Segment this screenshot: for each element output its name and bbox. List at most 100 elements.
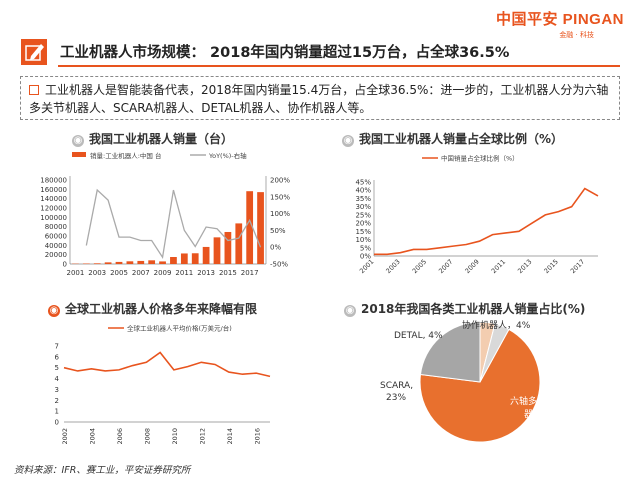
global-share-chart: 中国销量占全球比例（%） 0%5%10%15%20%25%30%35%40%45%… [355, 154, 599, 275]
bar-2016 [235, 223, 243, 264]
y-tick-label: 20000 [45, 251, 67, 259]
y-tick-label: 7 [55, 343, 59, 351]
y-tick-label: 140000 [40, 195, 67, 203]
bar-2005 [115, 261, 123, 264]
x-tick-label: 2010 [171, 428, 179, 445]
y-tick-label: 4 [55, 375, 60, 383]
x-tick-label: 2015 [543, 258, 560, 275]
x-tick-label: 2009 [154, 269, 172, 277]
y2-tick-label: 100% [270, 210, 290, 218]
y-tick-label: 40% [355, 187, 371, 195]
bar-2003 [93, 263, 101, 264]
y2-tick-label: 0% [270, 244, 281, 252]
x-tick-label: 2007 [437, 258, 454, 275]
y-tick-label: 3 [55, 386, 59, 394]
bar-2006 [126, 261, 134, 264]
y-tick-label: 35% [355, 195, 371, 203]
category-pie-chart: 六轴多关节机器人、69% SCARA, 23% DETAL, 4% 协作机器人，4% [380, 319, 571, 443]
bullet-icon: ◉ [344, 305, 356, 317]
summary-text: 工业机器人是智能装备代表，2018年国内销量15.4万台，占全球36.5%：进一… [29, 83, 609, 115]
x-tick-label: 2001 [67, 269, 85, 277]
x-tick-label: 2007 [132, 269, 150, 277]
x-tick-label: 2008 [143, 428, 151, 445]
x-tick-label: 2003 [88, 269, 106, 277]
pingan-logo: 中国平安 PINGAN 金融 · 科技 [496, 8, 624, 40]
section-title-global-share: ◉ 我国工业机器人销量占全球比例（%） [342, 132, 564, 147]
bar-2017 [246, 191, 254, 264]
y2-tick-label: 50% [270, 227, 286, 235]
logo-text: 中国平安 PINGAN [495, 11, 624, 28]
y-tick-label: 45% [355, 179, 371, 187]
y-tick-label: 2 [55, 397, 59, 405]
y-tick-label: 60000 [45, 233, 67, 241]
x-tick-label: 2005 [411, 258, 428, 275]
x-tick-label: 2006 [116, 428, 124, 445]
x-tick-label: 2016 [253, 428, 261, 445]
section-title-domestic-sales: ◉ 我国工业机器人销量（台） [72, 132, 234, 147]
yoy-line [85, 188, 262, 260]
y2-tick-label: 200% [270, 177, 290, 185]
bar-2015 [224, 231, 232, 264]
bar-2010 [170, 257, 177, 264]
pie-slice-1 [419, 321, 481, 383]
legend-label-share: 中国销量占全球比例（%） [441, 154, 519, 163]
bar-2004 [104, 262, 112, 264]
y-tick-label: 0 [63, 261, 67, 269]
bar-2009 [159, 261, 166, 264]
pie-label-detal: DETAL, 4% [394, 331, 443, 341]
x-tick-label: 2012 [198, 428, 206, 445]
bar-2018 [257, 192, 264, 264]
x-tick-label: 2014 [226, 428, 234, 445]
pie-label-scara: SCARA, 23% [380, 381, 413, 403]
page-title-bar: 工业机器人市场规模： 2018年国内销量超过15万台，占全球36.5% [20, 38, 620, 68]
y-tick-label: 80000 [45, 223, 67, 231]
section-title-category-share: ◉ 2018年我国各类工业机器人销量占比(%) [344, 302, 586, 317]
bullet-icon: ◉ [72, 135, 84, 147]
x-tick-label: 2005 [110, 269, 128, 277]
y-tick-label: 1 [55, 408, 59, 416]
bar-2008 [148, 260, 156, 264]
bar-2014 [213, 237, 221, 264]
y-tick-label: 6 [55, 353, 60, 361]
price-line [63, 351, 271, 378]
x-tick-label: 2009 [463, 258, 480, 275]
x-tick-label: 2015 [219, 269, 237, 277]
pie-slice-0 [419, 328, 541, 443]
y-tick-label: 25% [355, 211, 371, 219]
bullet-icon: ◉ [48, 305, 60, 317]
summary-box: 工业机器人是智能装备代表，2018年国内销量15.4万台，占全球36.5%：进一… [20, 76, 620, 120]
logo-tagline: 金融 · 科技 [559, 31, 594, 39]
x-tick-label: 2013 [516, 258, 533, 275]
y-tick-label: 0% [360, 253, 371, 261]
y-tick-label: 0 [55, 419, 59, 427]
y2-tick-label: -50% [270, 261, 288, 269]
x-tick-label: 2011 [175, 269, 193, 277]
pie-slice-3 [479, 323, 510, 383]
bar-2007 [137, 260, 145, 264]
pie-label-six-axis: 六轴多关节机器人、69% [510, 395, 571, 420]
price-chart: 全球工业机器人平均价格(万美元/台) 0 1 2 3 4 5 6 7 2002 2004 2006 20… [55, 324, 271, 445]
title-underline [58, 65, 620, 67]
x-tick-label: 2011 [490, 258, 507, 275]
legend-swatch-sales [72, 152, 86, 157]
y-tick-label: 20% [355, 220, 371, 228]
y-tick-label: 15% [355, 228, 371, 236]
x-tick-label: 2013 [197, 269, 215, 277]
y-tick-label: 30% [355, 203, 371, 211]
y-tick-label: 120000 [40, 205, 67, 213]
legend-label-sales: 销量:工业机器人:中国 台 [90, 151, 161, 160]
y2-tick-label: 150% [270, 193, 290, 201]
source-note: 资料来源：IFR、赛工业，平安证券研究所 [14, 465, 191, 476]
checkbox-bullet-icon [29, 85, 39, 95]
y-tick-label: 40000 [45, 242, 67, 250]
pencil-icon [21, 39, 47, 65]
x-tick-label: 2003 [384, 258, 401, 275]
section-title-price: ◉ 全球工业机器人价格多年来降幅有限 [48, 302, 258, 317]
x-tick-label: 2017 [569, 258, 586, 275]
pie-label-collab: 协作机器人，4% [462, 319, 531, 331]
x-tick-label: 2002 [61, 428, 69, 445]
y-tick-label: 100000 [40, 214, 67, 222]
y-tick-label: 5% [360, 244, 371, 252]
page-title: 工业机器人市场规模： 2018年国内销量超过15万台，占全球36.5% [60, 45, 510, 61]
